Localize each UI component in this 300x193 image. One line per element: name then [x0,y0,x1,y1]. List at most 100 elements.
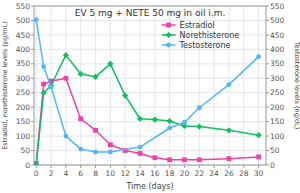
grid-line [34,49,266,50]
grid-line [169,6,170,165]
legend-label: Testosterone [179,41,231,50]
grid-line [34,78,266,79]
y2-tick-label: 0 [270,161,275,170]
y2-tick [266,92,269,93]
data-point [41,82,46,87]
y-tick-label: 0 [25,161,30,170]
grid-line [34,107,266,108]
x-tick-label: 10 [106,169,116,178]
y-tick-label: 450 [16,31,31,40]
x-axis-label: Time (days) [125,182,173,191]
plot-area [34,17,262,165]
y-tick [31,63,34,64]
x-tick [65,165,66,168]
x-tick-label: 20 [180,169,190,178]
grid-line [258,6,259,165]
y-tick [31,78,34,79]
x-tick [36,165,37,168]
x-tick-label: 4 [63,169,68,178]
y-tick-label: 300 [16,74,31,83]
y-tick-label: 200 [16,103,31,112]
y2-tick-label: 450 [270,31,285,40]
y2-tick-label: 550 [270,2,285,11]
data-point [167,118,173,124]
grid-line [80,6,81,165]
x-tick-label: 26 [224,169,234,178]
y-tick-label: 500 [16,16,31,25]
series [34,17,261,154]
x-tick-label: 30 [254,169,264,178]
data-point [63,52,69,58]
x-tick [184,165,185,168]
data-point [196,123,202,129]
y-tick [31,20,34,21]
y2-tick [266,121,269,122]
y2-tick [266,107,269,108]
y2-axis-label: Testosterone levels (ng/dL) [293,41,300,130]
series-line [36,78,258,163]
grid-line [34,136,266,137]
y2-tick [266,34,269,35]
plot-frame [34,6,266,165]
grid-line [34,63,266,64]
data-point [108,150,113,155]
x-tick-label: 28 [239,169,249,178]
y-tick [31,6,34,7]
y-tick [31,49,34,50]
legend: EstradiolNorethisteroneTestosterone [162,21,240,50]
y-tick [31,136,34,137]
y-tick-label: 550 [16,2,31,11]
data-point [78,147,83,152]
x-tick [51,165,52,168]
data-point [93,128,98,133]
data-point [152,116,158,122]
y2-tick-label: 50 [270,146,280,155]
data-point [256,54,261,59]
x-tick-label: 24 [209,169,219,178]
x-tick [154,165,155,168]
data-point [182,157,187,162]
y2-tick-label: 100 [270,132,285,141]
data-point [138,145,143,150]
data-point [227,156,232,161]
data-point [152,155,157,160]
data-point [167,157,172,162]
grid-line [125,6,126,165]
x-tick [110,165,111,168]
y2-tick [266,49,269,50]
x-tick-label: 22 [195,169,205,178]
x-tick-label: 12 [120,169,130,178]
grid-line [34,121,266,122]
data-point [227,82,232,87]
y-tick-label: 350 [16,59,31,68]
data-point [48,82,54,88]
y-tick [31,34,34,35]
data-point [108,142,113,147]
data-point [182,120,187,125]
x-tick [125,165,126,168]
x-tick [80,165,81,168]
y-tick [31,92,34,93]
data-point [255,132,261,138]
y-tick [31,150,34,151]
grid-line [243,6,244,165]
y-tick [31,165,34,166]
data-point [167,126,172,131]
x-tick [169,165,170,168]
data-point [93,150,98,155]
x-tick-label: 0 [34,169,39,178]
data-point [63,76,68,81]
legend-marker [165,32,171,38]
y2-tick-label: 400 [270,45,285,54]
series [34,76,261,165]
data-point [92,74,98,80]
grid-line [34,20,266,21]
grid-line [110,6,111,165]
grid-line [36,6,37,165]
y2-tick [266,20,269,21]
data-point [122,92,128,98]
data-point [226,127,232,133]
grid-line [95,6,96,165]
data-point [34,162,39,165]
data-point [137,116,143,122]
